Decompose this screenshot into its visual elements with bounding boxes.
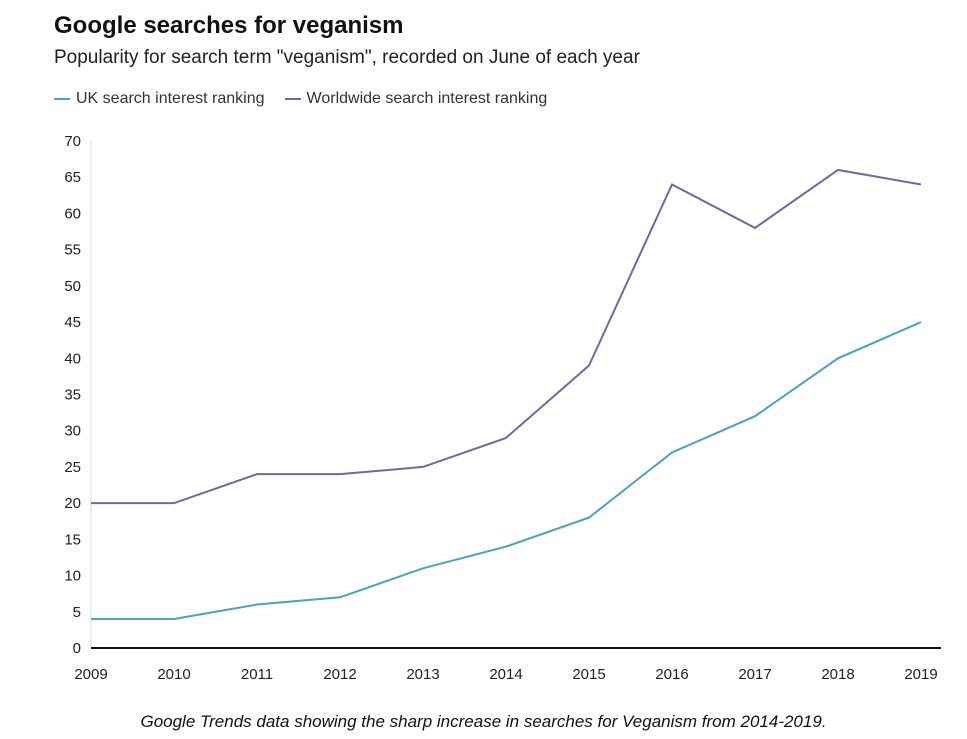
y-tick-label: 30 bbox=[64, 423, 81, 440]
y-tick-label: 10 bbox=[64, 568, 81, 585]
legend-label-worldwide: Worldwide search interest ranking bbox=[306, 90, 548, 107]
x-tick-label: 2017 bbox=[738, 666, 771, 683]
y-tick-label: 25 bbox=[64, 459, 81, 476]
y-tick-label: 15 bbox=[64, 531, 81, 548]
x-tick-label: 2014 bbox=[489, 666, 522, 683]
legend-item-uk: UK search interest ranking bbox=[54, 90, 265, 108]
legend-swatch-uk bbox=[54, 98, 70, 100]
y-tick-label: 55 bbox=[64, 242, 81, 259]
x-tick-label: 2019 bbox=[904, 666, 937, 683]
y-tick-label: 40 bbox=[64, 350, 81, 367]
y-tick-label: 60 bbox=[64, 205, 81, 222]
chart-subtitle: Popularity for search term "veganism", r… bbox=[54, 47, 640, 68]
chart-caption: Google Trends data showing the sharp inc… bbox=[140, 712, 827, 731]
x-tick-label: 2016 bbox=[655, 666, 688, 683]
series-line-uk bbox=[91, 321, 922, 621]
x-tick-label: 2012 bbox=[323, 666, 356, 683]
y-tick-label: 45 bbox=[64, 314, 81, 331]
y-tick-label: 35 bbox=[64, 387, 81, 404]
x-tick-label: 2011 bbox=[241, 666, 273, 683]
y-tick-label: 70 bbox=[64, 133, 81, 150]
legend: UK search interest ranking Worldwide sea… bbox=[54, 90, 547, 108]
y-tick-label: 50 bbox=[64, 278, 81, 295]
y-tick-label: 0 bbox=[73, 640, 81, 657]
series-line-worldwide bbox=[91, 168, 922, 505]
legend-swatch-worldwide bbox=[284, 98, 301, 100]
legend-item-worldwide: Worldwide search interest ranking bbox=[284, 90, 548, 108]
y-tick-label: 5 bbox=[73, 604, 81, 621]
x-tick-label: 2010 bbox=[157, 666, 190, 683]
x-tick-label: 2009 bbox=[74, 666, 107, 683]
x-tick-label: 2013 bbox=[406, 666, 439, 683]
legend-label-uk: UK search interest ranking bbox=[76, 90, 265, 107]
y-tick-label: 20 bbox=[64, 495, 81, 512]
chart-title: Google searches for veganism bbox=[54, 12, 404, 39]
y-tick-label: 65 bbox=[64, 169, 81, 186]
x-tick-label: 2018 bbox=[821, 666, 854, 683]
x-tick-label: 2015 bbox=[572, 666, 605, 683]
